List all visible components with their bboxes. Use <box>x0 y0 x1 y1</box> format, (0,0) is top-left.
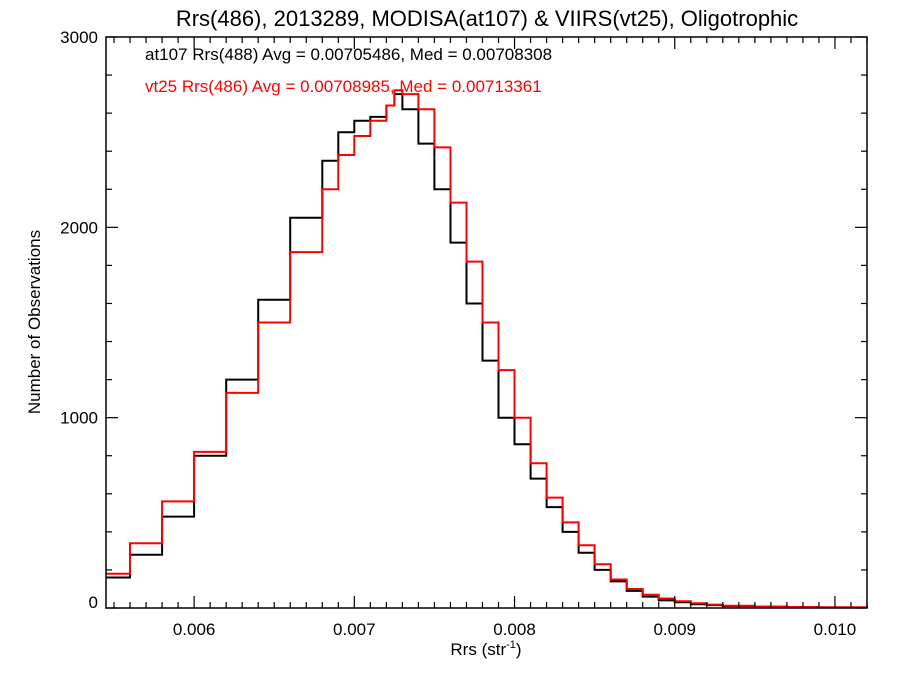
y-tick-label: 2000 <box>60 218 98 237</box>
y-tick-label: 0 <box>89 593 98 612</box>
x-axis-title-close: ) <box>516 640 522 659</box>
legend-at107: at107 Rrs(488) Avg = 0.00705486, Med = 0… <box>145 45 552 64</box>
series-line-0 <box>106 93 868 609</box>
plot-frame <box>105 36 868 609</box>
legend-vt25: vt25 Rrs(486) Avg = 0.00708985, Med = 0.… <box>145 77 542 96</box>
x-tick-label: 0.008 <box>493 620 536 639</box>
y-tick-label: 3000 <box>60 28 98 47</box>
y-tick-label: 1000 <box>60 409 98 428</box>
y-axis-title: Number of Observations <box>25 230 44 414</box>
x-tick-label: 0.007 <box>333 620 376 639</box>
x-axis-title: Rrs (str-1) <box>450 639 521 659</box>
x-tick-label: 0.006 <box>173 620 216 639</box>
series-layer <box>106 89 868 609</box>
series-line-1 <box>106 89 868 609</box>
tick-layer: 0.006 0.007 0.008 0.009 0.010 0 1000 2000 3000 <box>60 28 868 639</box>
x-tick-label: 0.010 <box>814 620 857 639</box>
x-axis-title-main: Rrs (str <box>450 640 506 659</box>
x-tick-label: 0.009 <box>653 620 696 639</box>
chart-title: Rrs(486), 2013289, MODISA(at107) & VIIRS… <box>176 6 798 31</box>
x-axis-title-sup: -1 <box>506 639 516 651</box>
